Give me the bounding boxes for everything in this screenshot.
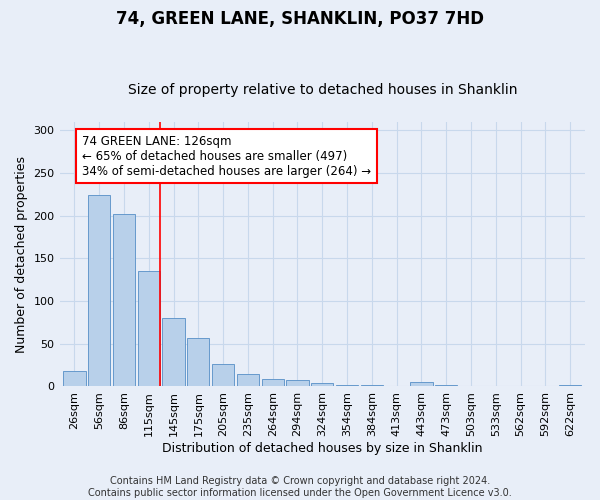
Title: Size of property relative to detached houses in Shanklin: Size of property relative to detached ho… xyxy=(128,83,517,97)
Y-axis label: Number of detached properties: Number of detached properties xyxy=(15,156,28,352)
Text: 74, GREEN LANE, SHANKLIN, PO37 7HD: 74, GREEN LANE, SHANKLIN, PO37 7HD xyxy=(116,10,484,28)
Bar xyxy=(336,385,358,386)
Bar xyxy=(559,385,581,386)
Bar xyxy=(63,371,86,386)
Bar xyxy=(163,318,185,386)
Bar xyxy=(361,385,383,386)
Bar xyxy=(435,385,457,386)
Bar xyxy=(113,214,135,386)
Text: 74 GREEN LANE: 126sqm
← 65% of detached houses are smaller (497)
34% of semi-det: 74 GREEN LANE: 126sqm ← 65% of detached … xyxy=(82,134,371,178)
Text: Contains HM Land Registry data © Crown copyright and database right 2024.
Contai: Contains HM Land Registry data © Crown c… xyxy=(88,476,512,498)
Bar xyxy=(262,379,284,386)
Bar xyxy=(237,374,259,386)
Bar xyxy=(311,383,334,386)
Bar xyxy=(137,271,160,386)
Bar xyxy=(212,364,234,386)
Bar xyxy=(286,380,308,386)
Bar xyxy=(187,338,209,386)
Bar xyxy=(410,382,433,386)
Bar xyxy=(88,195,110,386)
X-axis label: Distribution of detached houses by size in Shanklin: Distribution of detached houses by size … xyxy=(162,442,482,455)
